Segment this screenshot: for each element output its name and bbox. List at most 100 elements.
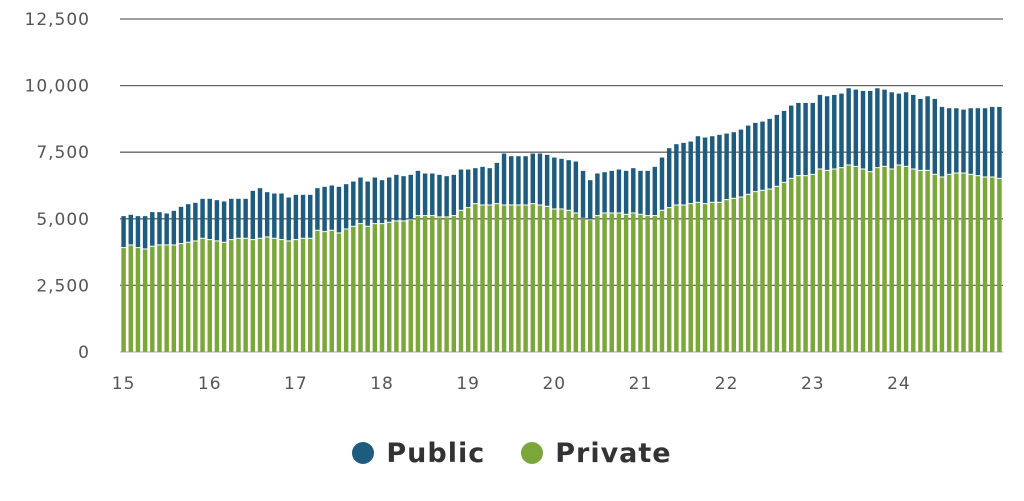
bar-public	[817, 94, 823, 169]
bar-private	[552, 209, 557, 352]
x-tick-label: 20	[542, 374, 566, 394]
bar-private	[243, 238, 248, 352]
bar-private	[803, 176, 808, 352]
bar-private	[207, 240, 212, 352]
bar-public	[300, 194, 306, 238]
x-tick-label: 15	[112, 374, 136, 394]
bar-private	[150, 246, 155, 352]
bar-private	[329, 230, 334, 352]
bar-public	[997, 106, 1002, 178]
bar-public	[911, 94, 916, 169]
bar-private	[724, 200, 729, 352]
bar-private	[135, 248, 141, 352]
bar-private	[487, 205, 492, 352]
bar-public	[171, 210, 177, 245]
bar-private	[458, 210, 464, 352]
bar-public	[415, 170, 421, 216]
bar-public	[990, 106, 995, 177]
bar-public	[853, 89, 859, 166]
legend-swatch-private	[521, 442, 544, 464]
bar-private	[509, 205, 514, 352]
x-tick-label: 17	[284, 374, 308, 394]
bar-private	[846, 165, 851, 352]
y-tick-label: 12,500	[25, 10, 90, 30]
bar-private	[193, 241, 198, 352]
bar-public	[544, 154, 550, 206]
bar-private	[200, 238, 205, 352]
bar-private	[372, 224, 378, 352]
bar-private	[860, 169, 866, 352]
bar-public	[875, 88, 880, 168]
bar-private	[587, 220, 593, 352]
bar-public	[509, 156, 514, 205]
bar-private	[638, 214, 643, 352]
bar-public	[430, 173, 435, 216]
bar-public	[444, 176, 449, 217]
bar-private	[444, 217, 449, 352]
y-axis-tick-labels: 0 2,500 5,000 7,500 10,000 12,500	[25, 10, 90, 363]
bar-public	[164, 213, 169, 245]
bar-public	[587, 180, 593, 220]
bar-private	[882, 166, 887, 352]
bar-public	[494, 162, 500, 204]
bar-public	[559, 158, 564, 209]
y-tick-label: 7,500	[36, 143, 90, 163]
bar-public	[631, 168, 636, 213]
bar-private	[975, 176, 981, 352]
bar-public	[616, 169, 622, 213]
bar-public	[674, 144, 679, 205]
bar-private	[681, 205, 686, 352]
bar-public	[135, 216, 141, 248]
bar-public	[767, 118, 772, 189]
y-tick-label: 5,000	[36, 210, 90, 230]
bar-private	[157, 245, 162, 352]
bar-private	[925, 170, 930, 352]
bar-public	[178, 206, 184, 244]
bar-private	[824, 170, 830, 352]
bar-public	[731, 132, 737, 198]
legend-swatch-public	[352, 442, 375, 464]
bar-private	[394, 221, 399, 352]
bar-private	[142, 249, 148, 352]
bar-private	[185, 242, 191, 352]
bar-public	[918, 98, 923, 170]
bar-public	[229, 198, 234, 240]
bar-public	[832, 94, 837, 169]
bar-private	[178, 244, 184, 352]
bar-private	[903, 166, 909, 352]
bar-public	[982, 108, 988, 177]
bar-public	[796, 102, 801, 176]
bar-public	[293, 194, 299, 240]
bar-private	[631, 213, 636, 352]
bar-private	[365, 226, 370, 352]
bar-public	[351, 181, 356, 226]
bar-private	[997, 178, 1002, 352]
bar-private	[121, 248, 126, 352]
bar-private	[796, 176, 801, 352]
bar-private	[544, 206, 550, 352]
bar-public	[264, 192, 270, 237]
bar-public	[243, 198, 248, 238]
bar-private	[566, 210, 571, 352]
bar-public	[789, 105, 794, 178]
bar-public	[609, 170, 614, 213]
bar-public	[121, 216, 126, 248]
bar-public	[401, 176, 406, 221]
bar-private	[774, 186, 780, 352]
bar-public	[602, 172, 607, 213]
bar-public	[774, 114, 780, 186]
bar-private	[351, 226, 356, 352]
bar-private	[315, 230, 320, 352]
bar-private	[286, 241, 291, 352]
bar-public	[946, 108, 952, 174]
bar-public	[595, 173, 600, 216]
x-tick-label: 24	[887, 374, 911, 394]
bar-private	[559, 209, 564, 352]
bar-private	[272, 238, 277, 352]
x-tick-label: 19	[456, 374, 480, 394]
bar-public	[214, 200, 220, 241]
bar-public	[157, 212, 162, 245]
bar-private	[652, 216, 658, 352]
bar-private	[961, 173, 966, 352]
bar-private	[430, 216, 435, 352]
